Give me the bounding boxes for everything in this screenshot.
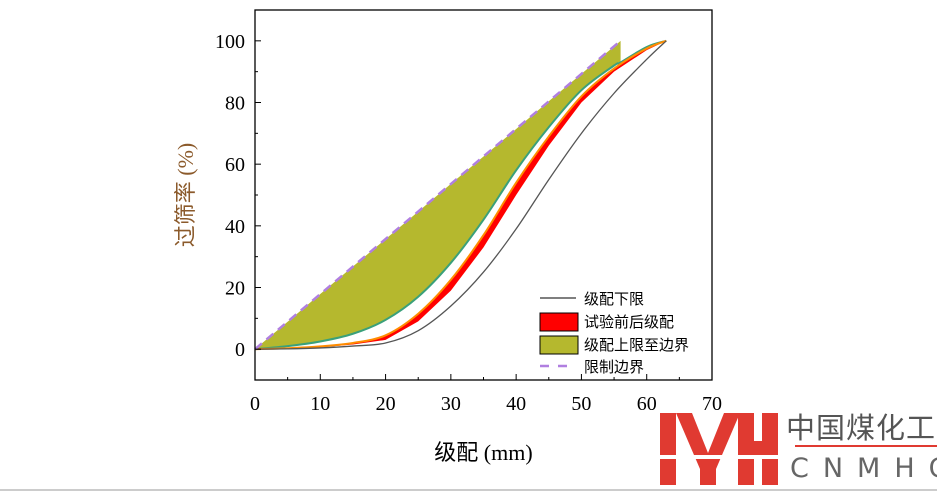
- x-tick-label: 40: [506, 393, 526, 415]
- test-gradation-upper-line: [254, 39, 667, 351]
- x-tick-label: 30: [441, 393, 461, 415]
- legend-label: 级配上限至边界: [584, 336, 689, 354]
- upper-limit-curve: [254, 39, 667, 351]
- x-tick-label: 50: [571, 393, 591, 415]
- y-tick-label: 100: [215, 31, 245, 53]
- legend-label: 试验前后级配: [584, 313, 674, 331]
- y-tick-label: 20: [225, 278, 245, 300]
- y-tick-label: 0: [235, 339, 245, 361]
- y-tick-label: 60: [225, 154, 245, 176]
- x-tick-label: 60: [637, 393, 657, 415]
- logo-english-text: CNMHG: [790, 453, 937, 484]
- logo-mark-icon: [650, 413, 780, 485]
- x-tick-label: 0: [250, 393, 260, 415]
- x-tick-label: 70: [702, 393, 722, 415]
- legend-swatch-upper: [539, 335, 579, 355]
- y-tick-label: 80: [225, 93, 245, 115]
- logo: 中国煤化工 CNMHG: [650, 403, 937, 488]
- legend-label: 限制边界: [584, 358, 644, 376]
- y-axis-label: 过筛率 (%): [173, 143, 198, 247]
- bottom-divider: [0, 489, 937, 491]
- x-axis-label: 级配 (mm): [434, 440, 532, 465]
- legend-swatch-test: [539, 312, 579, 332]
- y-tick-label: 40: [225, 216, 245, 238]
- lower-limit-line: [254, 40, 667, 350]
- logo-chinese-text: 中国煤化工: [786, 411, 937, 445]
- limit-boundary-line: [254, 39, 622, 351]
- x-tick-label: 20: [376, 393, 396, 415]
- x-tick-label: 10: [310, 393, 330, 415]
- upper-boundary-area: [255, 40, 621, 350]
- logo-divider: [795, 445, 937, 447]
- legend-label: 级配下限: [584, 290, 644, 308]
